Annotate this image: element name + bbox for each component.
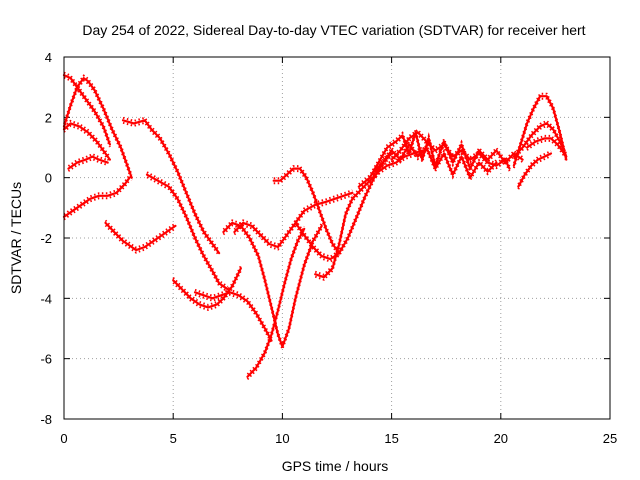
- x-tick-label: 0: [60, 431, 67, 446]
- series-markers: [63, 179, 131, 221]
- chart-title: Day 254 of 2022, Sidereal Day-to-day VTE…: [82, 22, 585, 38]
- x-tick-label: 10: [275, 431, 289, 446]
- series-track-23: [517, 150, 553, 190]
- series-track-22: [525, 134, 566, 157]
- y-tick-label: 4: [45, 50, 52, 65]
- grid-layer: [64, 57, 610, 419]
- series-markers: [104, 219, 176, 249]
- series-track-13: [233, 189, 354, 251]
- series-markers: [67, 158, 109, 172]
- series-track-6: [104, 219, 177, 254]
- series-line: [67, 155, 109, 170]
- series-track-9: [172, 265, 242, 311]
- series-line: [525, 137, 566, 155]
- series-markers: [526, 134, 565, 152]
- series-markers: [294, 155, 393, 263]
- series-markers: [246, 230, 306, 380]
- series-track-2: [62, 71, 112, 148]
- series-track-3: [62, 119, 112, 163]
- series-track-7: [121, 116, 221, 257]
- series-line: [62, 73, 112, 146]
- y-tick-label: -4: [40, 291, 52, 306]
- series-track-8: [145, 171, 229, 293]
- series-track-1: [62, 74, 133, 181]
- series-markers: [122, 116, 220, 252]
- y-tick-label: 0: [45, 171, 52, 186]
- x-axis-label: GPS time / hours: [282, 458, 389, 474]
- series-markers: [390, 128, 511, 167]
- x-tick-label: 15: [384, 431, 398, 446]
- series-track-12: [246, 225, 306, 380]
- ticks-layer: 0 5 10 15 20 25 -8 -6 -4 -2 0 2 4: [40, 50, 617, 446]
- series-markers: [172, 265, 242, 306]
- series-track-21: [512, 119, 568, 160]
- series-line: [517, 152, 553, 188]
- series-markers: [63, 174, 131, 216]
- series-track-10: [193, 288, 273, 344]
- series-markers: [233, 194, 353, 251]
- series-line: [193, 291, 273, 342]
- series-track-14: [272, 165, 341, 257]
- series-line: [172, 267, 242, 309]
- y-tick-label: -2: [40, 231, 52, 246]
- series-markers: [512, 97, 568, 169]
- series-markers: [63, 119, 111, 158]
- x-tick-label: 20: [494, 431, 508, 446]
- series-markers: [63, 124, 111, 163]
- series-layer: [62, 71, 568, 380]
- series-markers: [67, 153, 109, 167]
- series-markers: [63, 71, 111, 143]
- series-markers: [233, 189, 353, 246]
- series-markers: [517, 150, 552, 185]
- series-markers: [246, 225, 306, 375]
- series-markers: [63, 74, 133, 176]
- series-markers: [122, 121, 220, 257]
- series-line: [512, 122, 568, 158]
- y-tick-label: -8: [40, 412, 52, 427]
- series-markers: [294, 150, 393, 258]
- y-tick-label: 2: [45, 110, 52, 125]
- series-line: [233, 191, 354, 249]
- series-markers: [273, 170, 341, 257]
- series-markers: [517, 155, 552, 190]
- series-markers: [146, 171, 229, 288]
- series-markers: [63, 79, 133, 181]
- x-tick-label: 5: [170, 431, 177, 446]
- series-line: [121, 119, 221, 255]
- series-markers: [273, 165, 341, 252]
- series-markers: [222, 224, 323, 353]
- series-markers: [526, 139, 565, 157]
- series-markers: [358, 126, 524, 185]
- y-axis-label: SDTVAR / TECUs: [8, 182, 24, 294]
- series-track-19: [390, 128, 511, 172]
- series-line: [104, 221, 177, 252]
- series-markers: [194, 293, 273, 344]
- series-track-5: [62, 174, 131, 221]
- x-tick-label: 25: [603, 431, 617, 446]
- series-markers: [194, 288, 273, 339]
- series-markers: [314, 152, 423, 281]
- plot-frame: [63, 56, 611, 420]
- series-markers: [104, 224, 176, 254]
- series-markers: [63, 76, 111, 148]
- series-line: [62, 122, 112, 161]
- series-line: [390, 131, 511, 170]
- series-markers: [512, 92, 568, 164]
- series-line: [62, 176, 131, 218]
- series-track-4: [67, 153, 109, 172]
- y-tick-label: -6: [40, 352, 52, 367]
- series-track-20: [512, 92, 568, 169]
- series-markers: [390, 133, 511, 172]
